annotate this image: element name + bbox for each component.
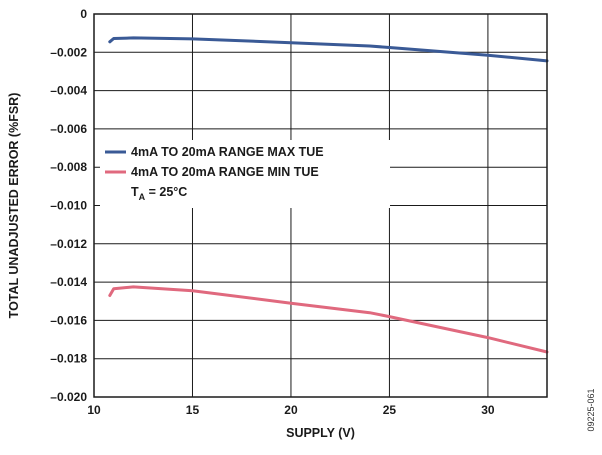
series-layer: [108, 36, 549, 354]
legend-label-min-tue: 4mA TO 20mA RANGE MIN TUE: [131, 165, 319, 179]
x-tick-labels: 10 15 20 25 30: [87, 403, 495, 417]
temp-subscript: A: [139, 192, 146, 202]
y-tick-label: –0.004: [50, 84, 87, 98]
legend: 4mA TO 20mA RANGE MAX TUE 4mA TO 20mA RA…: [100, 140, 390, 208]
series-line-max-tue: [108, 36, 549, 63]
y-tick-labels: 0 –0.002 –0.004 –0.006 –0.008 –0.010 –0.012 –0.…: [50, 7, 87, 404]
y-axis-title: TOTAL UNADJUSTED ERROR (%FSR): [7, 93, 21, 319]
x-tick-label: 15: [186, 403, 200, 417]
y-tick-label: –0.014: [50, 275, 87, 289]
series-line-min-tue: [108, 285, 549, 354]
x-tick-label: 30: [481, 403, 495, 417]
temp-symbol: T: [131, 185, 139, 199]
x-tick-label: 25: [383, 403, 397, 417]
y-tick-label: –0.018: [50, 352, 87, 366]
x-axis-title: SUPPLY (V): [286, 426, 355, 440]
y-tick-label: –0.012: [50, 237, 87, 251]
y-tick-label: –0.016: [50, 313, 87, 327]
x-tick-label: 20: [284, 403, 298, 417]
legend-background: [100, 140, 390, 208]
y-tick-label: –0.008: [50, 160, 87, 174]
legend-label-max-tue: 4mA TO 20mA RANGE MAX TUE: [131, 145, 324, 159]
y-tick-label: –0.006: [50, 122, 87, 136]
y-tick-label: –0.002: [50, 45, 87, 59]
y-tick-label: 0: [80, 7, 87, 21]
y-tick-label: –0.020: [50, 390, 87, 404]
temperature-annotation: TA = 25°C: [131, 185, 187, 202]
x-tick-label: 10: [87, 403, 101, 417]
y-tick-label: –0.010: [50, 199, 87, 213]
plot-frame: [93, 13, 548, 398]
figure-id: 09225-061: [586, 388, 596, 431]
temp-value: = 25°C: [145, 185, 187, 199]
